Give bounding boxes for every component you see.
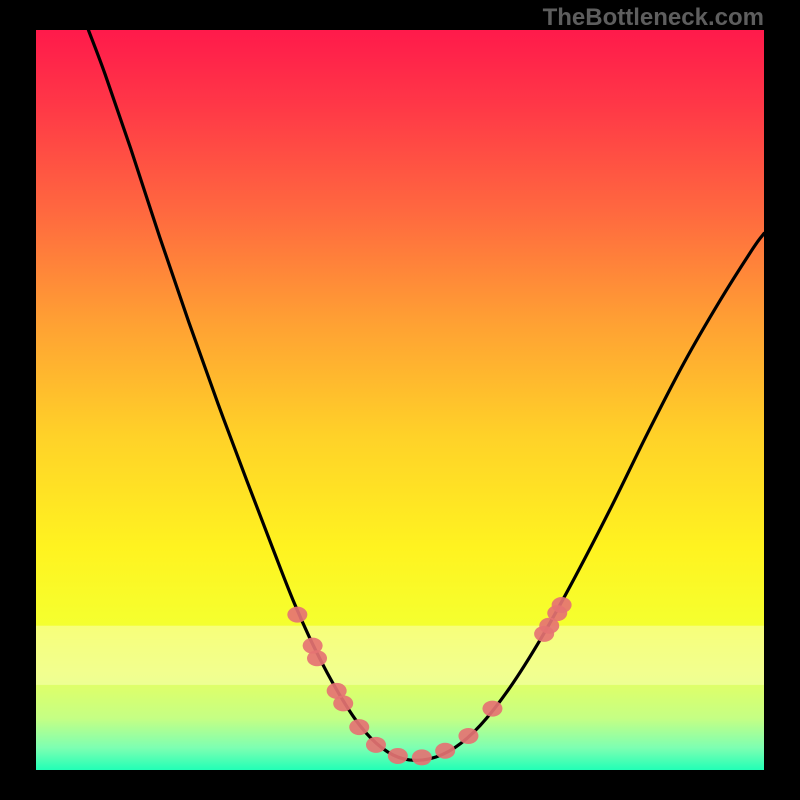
marker-point <box>482 701 502 717</box>
marker-point <box>388 748 408 764</box>
marker-point <box>333 695 353 711</box>
marker-point <box>412 749 432 765</box>
chart-frame: TheBottleneck.com <box>0 0 800 800</box>
watermark-text: TheBottleneck.com <box>543 4 764 32</box>
marker-point <box>349 719 369 735</box>
marker-point <box>435 743 455 759</box>
marker-point <box>458 728 478 744</box>
highlight-band <box>36 626 764 685</box>
marker-point <box>552 597 572 613</box>
chart-svg <box>36 30 764 770</box>
marker-point <box>366 737 386 753</box>
marker-point <box>287 607 307 623</box>
marker-point <box>307 650 327 666</box>
plot-area <box>36 30 764 770</box>
